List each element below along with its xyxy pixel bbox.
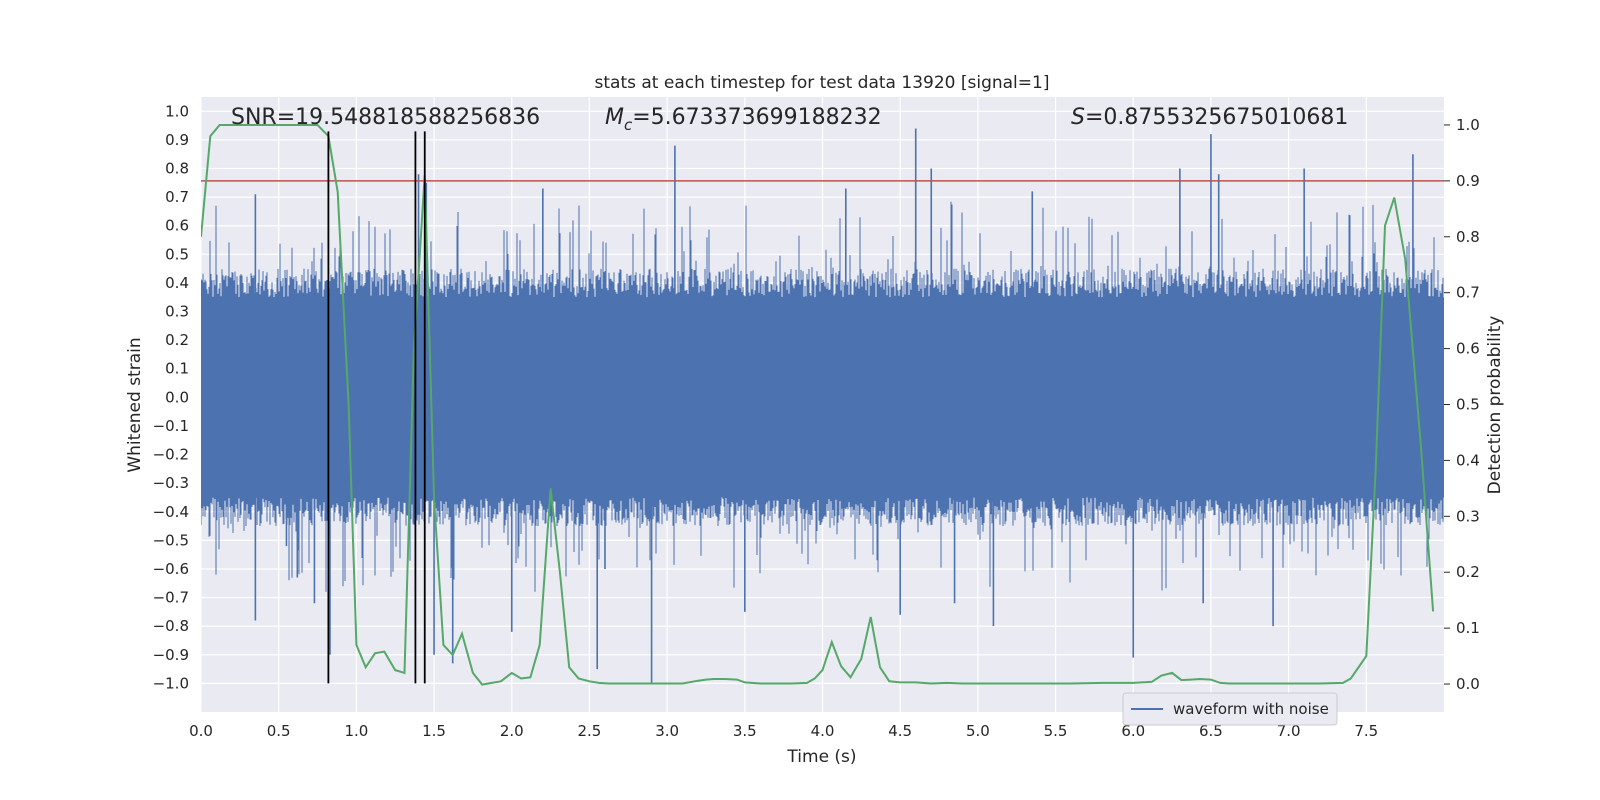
y2-tick-label: 0.0 — [1456, 675, 1480, 693]
y-tick-label: −0.1 — [153, 417, 189, 435]
y2-axis-ticks: 0.0 0.1 0.2 0.3 0.4 0.5 0.6 0.7 0.8 0.9 1.0 — [1444, 116, 1480, 693]
x-tick-label: 0.5 — [267, 722, 291, 740]
y-tick-label: −0.5 — [153, 531, 189, 549]
y-tick-label: 0.4 — [165, 274, 189, 292]
y2-tick-label: 0.9 — [1456, 172, 1480, 190]
x-tick-label: 4.0 — [811, 722, 835, 740]
chart-title: stats at each timestep for test data 139… — [595, 73, 1050, 93]
waveform-series — [201, 128, 1444, 684]
y-axis-label: Whitened strain — [125, 337, 145, 472]
x-tick-label: 7.5 — [1354, 722, 1378, 740]
y-tick-label: −0.3 — [153, 474, 189, 492]
legend-box — [1122, 692, 1338, 726]
s-annotation: S=0.8755325675010681 — [1071, 105, 1348, 130]
x-tick-label: 7.0 — [1277, 722, 1301, 740]
x-axis-label: Time (s) — [786, 747, 856, 767]
marker-lines — [327, 131, 426, 684]
x-tick-label: 4.5 — [888, 722, 912, 740]
y-tick-label: −0.9 — [153, 646, 189, 664]
x-tick-label: 6.5 — [1199, 722, 1223, 740]
waveform-envelope — [201, 201, 1444, 592]
y-tick-label: −0.8 — [153, 617, 189, 635]
y-tick-label: 0.5 — [165, 245, 189, 263]
x-tick-label: 1.0 — [344, 722, 368, 740]
y2-tick-label: 0.6 — [1456, 340, 1480, 358]
y2-tick-label: 0.8 — [1456, 228, 1480, 246]
y2-tick-label: 0.7 — [1456, 284, 1480, 302]
x-tick-label: 0.0 — [189, 722, 213, 740]
mc-symbol: M — [605, 105, 624, 130]
y-tick-label: −0.2 — [153, 446, 189, 464]
y2-axis-label: Detection probability — [1485, 316, 1505, 495]
x-tick-label: 5.0 — [966, 722, 990, 740]
y-tick-label: 0.7 — [165, 188, 189, 206]
x-tick-label: 1.5 — [422, 722, 446, 740]
y-tick-label: 0.9 — [165, 131, 189, 149]
probability-line — [201, 124, 1435, 686]
mc-value: =5.673373699188232 — [632, 105, 881, 130]
mc-subscript: c — [624, 116, 633, 134]
x-axis-ticks: 0.0 0.5 1.0 1.5 2.0 2.5 3.0 3.5 4.0 4.5 5.0 5.5 6.0 6… — [189, 722, 1378, 740]
s-symbol: S — [1071, 105, 1085, 130]
mc-annotation: Mc=5.673373699188232 — [605, 105, 882, 134]
y-tick-label: 0.6 — [165, 217, 189, 235]
y2-tick-label: 0.1 — [1456, 619, 1480, 637]
y2-tick-label: 0.4 — [1456, 451, 1480, 469]
y-tick-label: −1.0 — [153, 674, 189, 692]
x-tick-label: 6.0 — [1121, 722, 1145, 740]
legend-label: waveform with noise — [1173, 700, 1329, 718]
x-tick-label: 2.0 — [500, 722, 524, 740]
y-tick-label: 1.0 — [165, 102, 189, 120]
y-axis-ticks: −1.0 −0.9 −0.8 −0.7 −0.6 −0.5 −0.4 −0.3 −0.2 −0.1… — [153, 102, 189, 692]
y-tick-label: −0.7 — [153, 589, 189, 607]
x-tick-label: 3.5 — [733, 722, 757, 740]
x-tick-label: 5.5 — [1044, 722, 1068, 740]
y2-tick-label: 1.0 — [1456, 116, 1480, 134]
legend: waveform with noise — [1122, 692, 1338, 726]
y2-tick-label: 0.3 — [1456, 507, 1480, 525]
x-tick-label: 3.0 — [655, 722, 679, 740]
y-tick-label: 0.8 — [165, 160, 189, 178]
y2-tick-label: 0.5 — [1456, 396, 1480, 414]
y-tick-label: −0.4 — [153, 503, 189, 521]
y-tick-label: 0.3 — [165, 303, 189, 321]
s-value: =0.8755325675010681 — [1085, 105, 1348, 130]
y-tick-label: 0.2 — [165, 331, 189, 349]
x-tick-label: 2.5 — [578, 722, 602, 740]
y2-tick-label: 0.2 — [1456, 563, 1480, 581]
y-tick-label: −0.6 — [153, 560, 189, 578]
probability-series — [201, 124, 1444, 686]
snr-annotation: SNR=19.548818588256836 — [231, 105, 540, 130]
y-tick-label: 0.0 — [165, 388, 189, 406]
y-tick-label: 0.1 — [165, 360, 189, 378]
